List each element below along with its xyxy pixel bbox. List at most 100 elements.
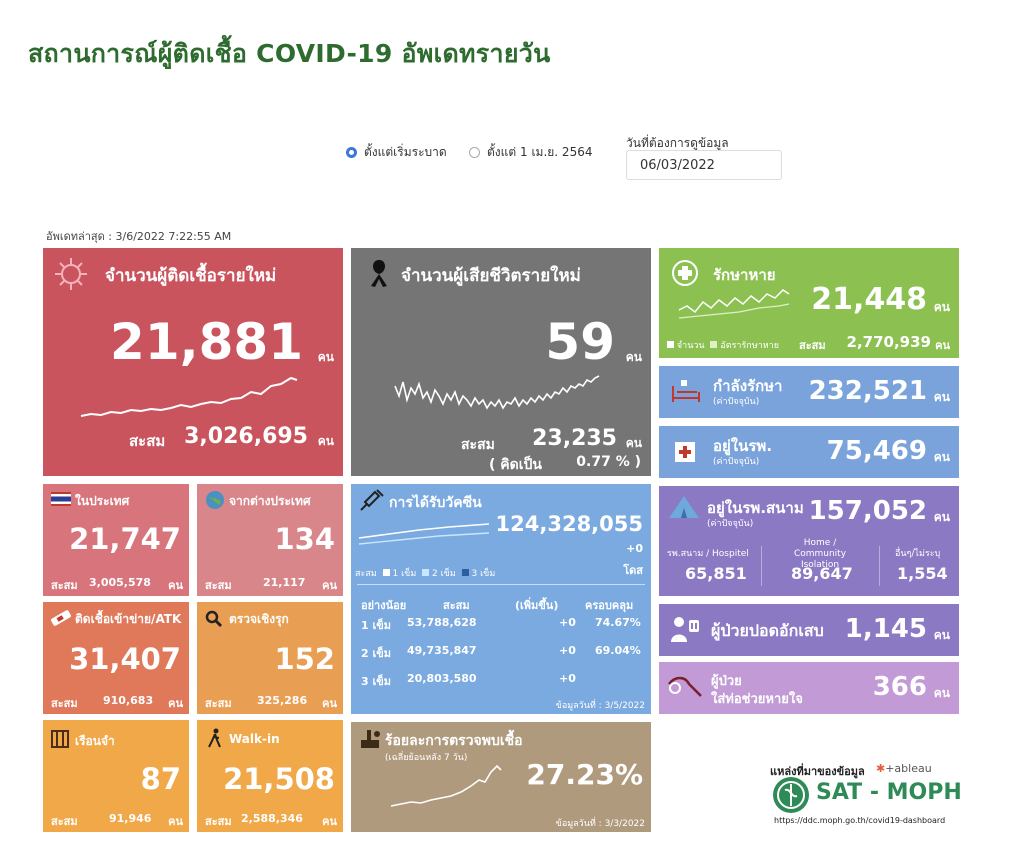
proactive-value: 152 (274, 642, 335, 676)
new-cases-card: จำนวนผู้ติดเชื้อรายใหม่ 21,881 คน สะสม 3… (43, 248, 343, 476)
field-hospital-title: อยู่ในรพ.สนาม (707, 499, 804, 517)
vaccine-row-cov: 69.04% (595, 644, 641, 657)
new-cases-cum-unit: คน (317, 434, 334, 448)
filter-since-april[interactable]: ตั้งแต่ 1 เม.ย. 2564 (469, 143, 592, 162)
walkin-cum-unit: คน (322, 815, 337, 828)
recovered-cumulative: 2,770,939 (846, 333, 931, 351)
tableau-logo: ✱+ableau (876, 762, 932, 775)
hospital-icon (675, 442, 695, 462)
atk-value: 31,407 (69, 642, 181, 676)
field-col-divider (879, 546, 880, 586)
vaccine-legend-cum: สะสม (355, 569, 377, 579)
domestic-card: ในประเทศ 21,747 สะสม 3,005,578 คน (43, 484, 189, 596)
proactive-cumulative: 325,286 (257, 694, 308, 707)
recovered-cum-unit: คน (935, 339, 950, 352)
domestic-cum-unit: คน (168, 579, 183, 592)
vaccine-title: การได้รับวัคซีน (389, 495, 482, 511)
vaccine-header-inc: (เพิ่มขึ้น) (515, 599, 559, 612)
atk-title: ติดเชื้อเข้าข่าย/ATK (75, 612, 182, 626)
recovered-legend2: อัตรารักษาหาย (720, 341, 779, 351)
filter-since-outbreak[interactable]: ตั้งแต่เริ่มระบาด (346, 143, 447, 162)
jail-card: เรือนจำ 87 สะสม 91,946 คน (43, 720, 189, 832)
vaccine-delta: +0 (626, 542, 643, 555)
walkin-card: Walk-in 21,508 สะสม 2,588,346 คน (197, 720, 343, 832)
last-updated: อัพเดทล่าสุด : 3/6/2022 7:22:55 AM (46, 230, 232, 243)
deaths-trend-chart (394, 375, 600, 410)
treating-sub: (ค่าปัจจุบัน) (713, 397, 760, 407)
vaccine-total: 124,328,055 (495, 512, 643, 536)
atk-card: ติดเชื้อเข้าข่าย/ATK 31,407 สะสม 910,683… (43, 602, 189, 714)
treating-title: กำลังรักษา (713, 377, 783, 395)
moph-seal-icon (773, 777, 809, 813)
new-cases-cum-label: สะสม (129, 432, 166, 450)
vaccine-unit: โดส (623, 564, 643, 577)
vaccine-row-dose: 3 เข็ม (361, 675, 392, 688)
pneumonia-value: 1,145 (844, 614, 927, 644)
recovered-trend-chart (678, 289, 790, 319)
deaths-unit: คน (625, 350, 642, 364)
medical-cross-icon (672, 260, 698, 286)
date-input[interactable]: 06/03/2022 (626, 150, 782, 180)
deaths-cum-unit: คน (625, 436, 642, 450)
recovered-legend: จำนวน อัตรารักษาหาย (667, 338, 779, 352)
hospital-card: อยู่ในรพ. (ค่าปัจจุบัน) 75,469 คน (659, 426, 959, 478)
tent-icon (669, 496, 699, 518)
vaccine-row-inc: +0 (559, 644, 576, 657)
ventilator-title: ผู้ป่วย (711, 674, 742, 689)
vaccine-header-dose: อย่างน้อย (361, 599, 407, 612)
test-kit-icon (51, 610, 71, 626)
jail-cum-unit: คน (168, 815, 183, 828)
walking-person-icon (208, 728, 221, 748)
abroad-value: 134 (274, 522, 335, 556)
radio-selected-icon[interactable] (346, 147, 357, 158)
field-col-label: อื่นๆ/ไม่ระบุ (895, 549, 941, 559)
abroad-cum-unit: คน (322, 579, 337, 592)
vaccine-note: ข้อมูลวันที่ : 3/5/2022 (555, 701, 645, 711)
vaccine-card: การได้รับวัคซีน 124,328,055 +0 โดส สะสม … (351, 484, 651, 714)
field-hospital-unit: คน (933, 510, 950, 524)
vaccine-header-cov: ครอบคลุม (585, 599, 634, 612)
domestic-cumulative: 3,005,578 (89, 576, 151, 589)
recovered-title: รักษาหาย (713, 266, 776, 284)
source-url[interactable]: https://ddc.moph.go.th/covid19-dashboard (774, 816, 946, 825)
abroad-cum-label: สะสม (205, 579, 232, 592)
walkin-cum-label: สะสม (205, 815, 232, 828)
hospital-title: อยู่ในรพ. (713, 437, 773, 455)
filter-since-april-label: ตั้งแต่ 1 เม.ย. 2564 (487, 145, 593, 159)
thai-flag-icon (51, 492, 71, 506)
vaccine-legend1: 1 เข็ม (392, 569, 417, 579)
pneumonia-title: ผู้ป่วยปอดอักเสบ (711, 621, 824, 640)
virus-icon (55, 258, 87, 290)
positivity-value: 27.23% (526, 758, 643, 791)
syringe-icon (360, 489, 384, 511)
field-hospital-card: อยู่ในรพ.สนาม (ค่าปัจจุบัน) 157,052 คน ร… (659, 486, 959, 596)
deaths-cum-label: สะสม (461, 437, 495, 453)
domestic-cum-label: สะสม (51, 579, 78, 592)
new-cases-value: 21,881 (110, 313, 303, 371)
walkin-cumulative: 2,588,346 (241, 812, 303, 825)
deaths-pct-label: ( คิดเป็น (489, 457, 542, 473)
recovered-legend1: จำนวน (676, 341, 705, 351)
proactive-cum-unit: คน (322, 697, 337, 710)
tableau-text: +ableau (885, 762, 932, 775)
field-col-divider (761, 546, 762, 586)
deaths-pct-value: 0.77 % ) (576, 454, 641, 470)
source-label: แหล่งที่มาของข้อมูล (770, 765, 865, 778)
hospital-value: 75,469 (826, 436, 927, 466)
atk-cum-unit: คน (168, 697, 183, 710)
vaccine-legend: สะสม 1 เข็ม 2 เข็ม 3 เข็ม (355, 566, 495, 580)
ribbon-icon (371, 260, 387, 287)
field-col-label: Home / Community Isolation (793, 538, 847, 570)
new-cases-cumulative: 3,026,695 (184, 424, 308, 449)
deaths-value: 59 (545, 313, 615, 371)
treating-unit: คน (933, 390, 950, 404)
field-col-value: 65,851 (685, 564, 747, 583)
jail-cumulative: 91,946 (109, 812, 152, 825)
globe-icon (206, 491, 224, 509)
jail-bars-icon (51, 730, 69, 748)
vaccine-row-cov: 74.67% (595, 616, 641, 629)
vaccine-row-dose: 2 เข็ม (361, 647, 392, 660)
deaths-title: จำนวนผู้เสียชีวิตรายใหม่ (401, 266, 581, 286)
radio-unselected-icon[interactable] (469, 147, 480, 158)
positivity-trend-chart (390, 764, 502, 807)
